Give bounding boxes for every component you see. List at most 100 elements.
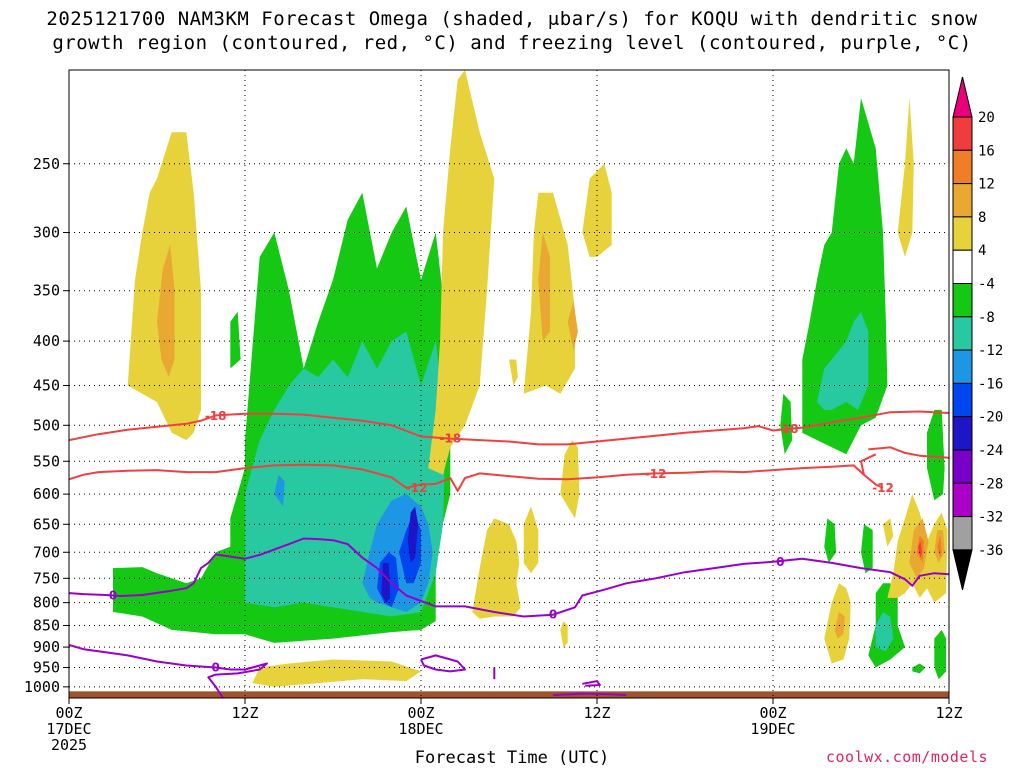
freezing-contour-0 bbox=[69, 537, 949, 618]
omega-region-0-4 bbox=[824, 518, 837, 563]
y-tick-label-300: 300 bbox=[33, 224, 60, 242]
dendritic-contour-label: -18 bbox=[777, 422, 799, 436]
omega-region-5-5 bbox=[509, 359, 518, 386]
y-tick-label-400: 400 bbox=[33, 332, 60, 350]
omega-region-8-0 bbox=[918, 541, 922, 558]
omega-region-1-2 bbox=[875, 612, 894, 652]
colorbar-label-10: -24 bbox=[978, 443, 1003, 459]
x-tick-label-0-2: 2025 bbox=[51, 736, 87, 754]
dendritic-contour-label: -12 bbox=[406, 481, 428, 495]
colorbar-bin-4 bbox=[952, 216, 973, 251]
colorbar-label-8: -16 bbox=[978, 376, 1003, 392]
colorbar-bin-12 bbox=[952, 482, 973, 518]
dendritic-contour-3 bbox=[860, 453, 877, 475]
dendritic-contour-2 bbox=[69, 463, 884, 492]
colorbar-bin-5 bbox=[952, 249, 973, 284]
colorbar-bin-0 bbox=[952, 76, 973, 118]
x-tick-label-5-0: 12Z bbox=[935, 704, 962, 722]
y-tick-label-450: 450 bbox=[33, 377, 60, 395]
colorbar-bin-3 bbox=[952, 183, 973, 218]
colorbar-label-13: -36 bbox=[978, 543, 1003, 559]
colorbar-label-7: -12 bbox=[978, 343, 1003, 359]
freezing-contour-1 bbox=[69, 644, 268, 698]
omega-region-5-9 bbox=[252, 659, 421, 687]
x-tick-label-2-0: 00Z bbox=[407, 704, 434, 722]
omega-region-6-2 bbox=[567, 301, 578, 351]
colorbar-label-5: -4 bbox=[978, 277, 995, 293]
colorbar-label-6: -8 bbox=[978, 310, 995, 326]
y-tick-label-550: 550 bbox=[33, 452, 60, 470]
omega-region-0-1 bbox=[230, 311, 241, 369]
colorbar-label-1: 16 bbox=[978, 143, 995, 159]
x-tick-label-3-0: 12Z bbox=[583, 704, 610, 722]
chart-title-line-1: 2025121700 NAM3KM Forecast Omega (shaded… bbox=[46, 8, 978, 30]
y-tick-label-800: 800 bbox=[33, 594, 60, 612]
website-credit[interactable]: coolwx.com/models bbox=[826, 748, 989, 766]
y-tick-label-700: 700 bbox=[33, 543, 60, 561]
colorbar-bin-9 bbox=[952, 382, 973, 418]
dendritic-contour-label: -18 bbox=[439, 432, 461, 446]
colorbar-bin-14 bbox=[952, 549, 973, 591]
ground-surface bbox=[69, 691, 949, 698]
colorbar-bin-8 bbox=[952, 349, 973, 384]
y-tick-label-900: 900 bbox=[33, 638, 60, 656]
freezing-contour-2 bbox=[420, 654, 466, 673]
chart-title-line-2: growth region (contoured, red, °C) and f… bbox=[52, 32, 972, 54]
freezing-contour-label: 0 bbox=[109, 589, 117, 603]
omega-region-5-8 bbox=[560, 621, 568, 648]
y-tick-label-1000: 1000 bbox=[24, 678, 60, 696]
x-tick-label-0-0: 00Z bbox=[55, 704, 82, 722]
omega-region-0-6 bbox=[861, 524, 873, 574]
omega-region-0-3 bbox=[780, 393, 793, 455]
dendritic-contour-label: -12 bbox=[645, 467, 667, 481]
colorbar-bin-6 bbox=[952, 283, 973, 318]
omega-region-2-1 bbox=[274, 474, 285, 507]
omega-region-7-1 bbox=[937, 535, 942, 558]
colorbar-bin-1 bbox=[952, 116, 973, 151]
colorbar-label-12: -32 bbox=[978, 510, 1003, 526]
dendritic-contour-0 bbox=[69, 410, 949, 446]
y-tick-label-600: 600 bbox=[33, 485, 60, 503]
omega-region-5-7 bbox=[523, 506, 539, 574]
y-tick-label-250: 250 bbox=[33, 155, 60, 173]
dendritic-contour-label: -18 bbox=[205, 409, 227, 423]
omega-region-0-9 bbox=[912, 663, 926, 674]
omega-region-4-0 bbox=[381, 562, 391, 603]
omega-region-5-13 bbox=[897, 98, 914, 257]
colorbar-label-4: 4 bbox=[978, 243, 986, 259]
freezing-contour-4 bbox=[582, 680, 601, 687]
omega-region-0-7 bbox=[927, 409, 945, 501]
omega-region-6-0 bbox=[157, 244, 175, 378]
x-tick-label-0-1: 17DEC bbox=[46, 720, 91, 738]
freezing-contour-label: 0 bbox=[211, 660, 219, 674]
colorbar-label-2: 12 bbox=[978, 177, 995, 193]
colorbar-bin-13 bbox=[952, 516, 973, 551]
omega-region-5-6 bbox=[472, 518, 521, 619]
omega-region-6-1 bbox=[538, 232, 551, 342]
colorbar-bin-10 bbox=[952, 416, 973, 451]
x-tick-label-1-0: 12Z bbox=[231, 704, 258, 722]
colorbar-label-0: 20 bbox=[978, 110, 995, 126]
freezing-contour-label: 0 bbox=[549, 608, 557, 622]
dendritic-contour-1 bbox=[868, 446, 949, 459]
y-tick-label-950: 950 bbox=[33, 658, 60, 676]
freezing-contour-5 bbox=[552, 692, 627, 697]
y-tick-label-350: 350 bbox=[33, 282, 60, 300]
y-tick-label-750: 750 bbox=[33, 569, 60, 587]
y-tick-label-850: 850 bbox=[33, 617, 60, 635]
colorbar-bin-7 bbox=[952, 316, 973, 351]
omega-region-5-1 bbox=[428, 70, 495, 475]
plot-area-frame bbox=[68, 69, 950, 699]
x-tick-label-2-1: 18DEC bbox=[398, 720, 443, 738]
freezing-contour-label: 0 bbox=[776, 555, 784, 569]
x-tick-label-4-1: 19DEC bbox=[750, 720, 795, 738]
x-axis-title: Forecast Time (UTC) bbox=[414, 748, 610, 768]
omega-region-5-12 bbox=[883, 518, 894, 547]
x-tick-label-4-0: 00Z bbox=[759, 704, 786, 722]
colorbar-label-3: 8 bbox=[978, 210, 986, 226]
omega-region-4-1 bbox=[407, 506, 419, 563]
colorbar-bin-2 bbox=[952, 149, 973, 185]
y-tick-label-500: 500 bbox=[33, 416, 60, 434]
colorbar-bin-11 bbox=[952, 449, 973, 484]
